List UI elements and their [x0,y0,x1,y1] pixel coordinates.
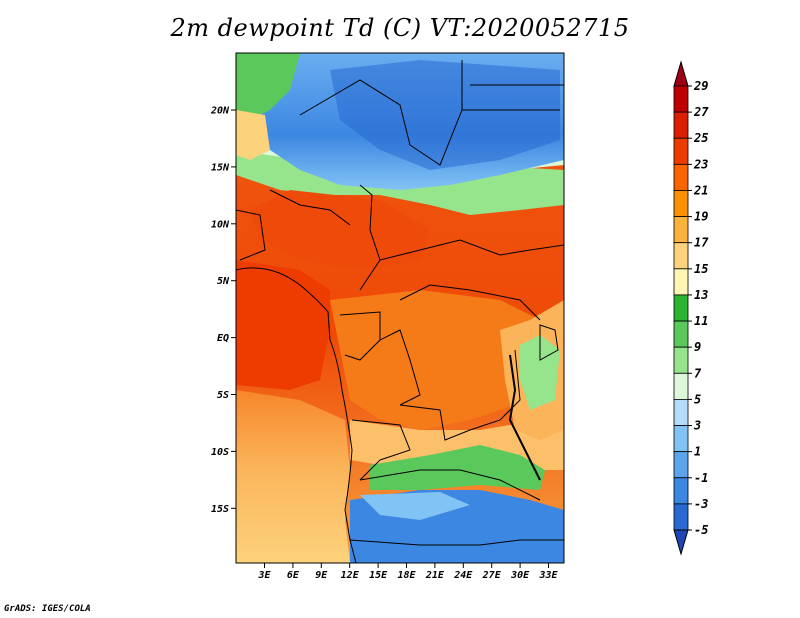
colorbar-bin [673,85,689,113]
lon-label: 3E [257,570,271,581]
lat-label: 15S [211,504,229,515]
colorbar: 29 27 25 23 21 19 17 15 13 11 9 7 5 3 1 -1 -3 -5 [673,60,709,556]
southern-green-band [370,445,545,490]
country-borders [236,60,564,563]
lon-label: 24E [453,570,473,581]
colorbar-bin [673,346,689,374]
colorbar-label: 15 [694,262,708,276]
lon-label: 18E [397,570,416,581]
colorbar-label: 21 [693,183,708,197]
colorbar-label: 23 [693,157,708,171]
lon-label: 6E [287,570,300,581]
lake-victoria [539,324,559,361]
southwest-ocean-zone [236,390,350,563]
colorbar-bin [673,242,689,270]
colorbar-bottom-arrow [673,529,689,556]
lon-label: 15E [369,570,388,581]
lat-label: 10S [211,447,229,458]
colorbar-top-arrow [673,60,689,87]
border-west-3 [236,209,266,261]
colorbar-label: 13 [694,288,708,302]
colorbar-bin [673,111,689,139]
lon-label: 21E [425,570,445,581]
border-central-1 [379,239,564,261]
lat-label: 20N [210,106,230,117]
colorbar-label: -5 [694,523,708,537]
longitude-axis: 3E 6E 9E 12E 15E 18E 21E 24E 27E 30E 33E [257,563,559,581]
latitude-axis: 20N 15N 10N 5N EQ 5S 10S 15S [210,106,236,515]
colorbar-bin [673,163,689,191]
border-drc [399,349,521,441]
west-africa-zone [250,190,430,270]
colorbar-label: 9 [694,340,701,354]
colorbar-label: 3 [693,419,701,433]
colorbar-bin [673,477,689,505]
lon-label: 33E [538,570,558,581]
sahara-dark-core [330,60,560,170]
colorbar-bin [673,425,689,453]
east-green-patch [520,335,560,410]
lake-tanganyika [508,354,541,481]
lon-label: 30E [510,570,530,581]
colorbar-bin [673,216,689,244]
colorbar-label: -1 [694,471,708,485]
colorbar-bin [673,268,689,296]
border-west-1 [359,184,381,291]
colorbar-bin [673,190,689,217]
border-south-1 [359,469,541,501]
lat-label: EQ [217,333,229,344]
chart-title: 2m dewpoint Td (C) VT:2020052715 [170,14,630,42]
southern-light-blue [360,492,470,520]
colorbar-bin [673,320,689,348]
border-south-2 [349,539,564,546]
colorbar-bin [673,294,689,322]
colorbar-bin [673,399,689,426]
border-north-2 [462,84,564,111]
lat-label: 10N [211,219,230,230]
colorbar-bin [673,451,689,479]
gulf-of-guinea-zone [236,260,330,390]
northwest-coast-yellow [236,110,270,160]
lon-label: 9E [315,570,328,581]
lat-label: 15N [211,162,230,173]
border-west-2 [269,189,351,226]
colorbar-label: 5 [694,392,701,406]
colorbar-bin [673,503,689,531]
colorbar-label: -3 [694,497,708,511]
colorbar-label: 7 [694,366,702,380]
northwest-coast-green [236,53,300,120]
colorbar-label: 17 [694,236,709,250]
border-congo [379,329,421,406]
lat-label: 5N [217,276,230,287]
colorbar-bin [673,372,689,400]
border-central-2 [399,284,541,321]
border-angola [351,419,411,481]
colorbar-label: 1 [694,445,701,459]
map-frame [235,52,565,564]
lon-label: 27E [482,570,502,581]
lon-label: 12E [341,570,360,581]
colorbar-bin [673,137,689,165]
coastline [236,267,357,563]
colorbar-label: 29 [693,79,708,93]
dewpoint-field [236,53,564,563]
colorbar-label: 27 [693,105,709,119]
lat-label: 5S [217,390,229,401]
interior-zone [330,290,540,430]
colorbar-label: 19 [694,210,708,224]
credit-text: GrADS: IGES/COLA [4,604,91,614]
colorbar-label: 25 [693,131,708,145]
colorbar-label: 11 [694,314,708,328]
